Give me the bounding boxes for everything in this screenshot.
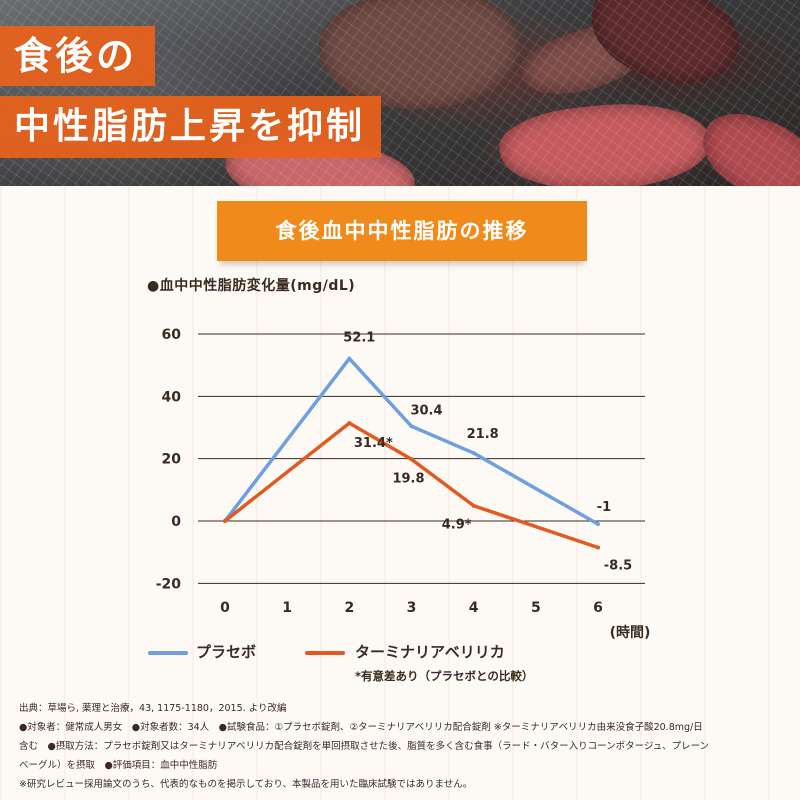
data-point: [347, 421, 352, 426]
hero-headline-line2: 中性脂肪上昇を抑制: [0, 96, 382, 158]
legend-placebo-swatch: [148, 651, 188, 655]
y-tick-label: -20: [156, 576, 182, 592]
y-tick-label: 60: [162, 327, 182, 343]
data-label: 31.4*: [354, 436, 393, 451]
data-label: 19.8: [392, 471, 424, 486]
note-line: ●対象者：健常成人男女 ●対象者数：34人 ●試験食品：①プラセボ錠剤、②ターミ…: [19, 722, 703, 733]
legend-placebo-label: プラセボ: [196, 643, 257, 661]
data-label: 4.9*: [442, 518, 472, 533]
data-label: 21.8: [467, 427, 499, 442]
x-tick-label: 1: [282, 600, 292, 616]
legend-terminalia-label: ターミナリアベリリカ: [355, 643, 505, 661]
data-label: 52.1: [343, 331, 375, 346]
data-point: [223, 519, 227, 523]
note-line: 出典：草場ら, 薬理と治療，43, 1175-1180，2015. より改編: [19, 703, 287, 714]
y-tick-label: 0: [171, 514, 181, 530]
significance-note: *有意差あり（プラセボとの比較）: [355, 669, 534, 683]
y-tick-label: 40: [162, 389, 182, 405]
chart-title: 食後血中中性脂肪の推移: [217, 201, 587, 261]
data-point: [596, 522, 600, 527]
note-line: ベーグル）を摂取 ●評価項目：血中中性脂肪: [19, 760, 218, 771]
hero-headline-line1: 食後の: [0, 26, 156, 86]
y-tick-label: 20: [162, 452, 182, 468]
x-tick-label: 2: [344, 600, 354, 616]
data-label: -1: [597, 500, 611, 515]
legend-terminalia-swatch: [305, 651, 345, 655]
data-point: [471, 451, 476, 456]
data-point: [409, 424, 414, 429]
x-tick-label: 0: [220, 600, 230, 616]
note-line: ※研究レビュー採用論文のうち、代表的なものを掲示しており、本製品を用いた臨床試験…: [19, 779, 473, 790]
x-tick-label: 6: [593, 600, 603, 616]
x-tick-label: 5: [531, 600, 541, 616]
content-background: [0, 186, 800, 800]
source-notes: 出典：草場ら, 薬理と治療，43, 1175-1180，2015. より改編 ●…: [19, 699, 784, 794]
data-point: [471, 503, 476, 508]
x-tick-label: 3: [407, 600, 417, 616]
series-line-placebo: [223, 356, 600, 526]
data-point: [596, 545, 600, 550]
x-tick-label: 4: [469, 600, 479, 616]
hero-banner: 食後の 中性脂肪上昇を抑制: [0, 0, 800, 186]
data-point: [409, 457, 414, 462]
data-label: 30.4: [410, 403, 442, 418]
note-line: 含む ●摂取方法：プラセボ錠剤又はターミナリアベリリカ配合錠剤を単回摂取させた後…: [19, 741, 710, 752]
y-axis-caption: ●血中中性脂肪変化量(mg/dL): [147, 278, 356, 294]
x-axis-label: (時間): [610, 624, 651, 641]
data-point: [347, 356, 352, 361]
data-label: -8.5: [604, 558, 632, 573]
